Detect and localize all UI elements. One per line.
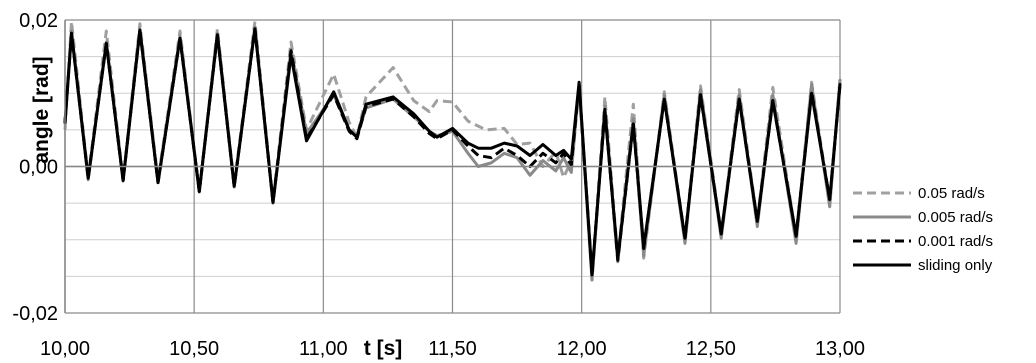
x-tick-label: 11,50 bbox=[428, 338, 477, 360]
x-axis-title: t [s] bbox=[364, 337, 403, 360]
legend-label: 0.001 rad/s bbox=[918, 233, 993, 250]
series-line-4 bbox=[63, 27, 842, 277]
x-tick-label: 10,00 bbox=[40, 338, 90, 360]
y-tick-label: 0,02 bbox=[19, 10, 58, 32]
x-tick-label: 10,50 bbox=[169, 338, 219, 360]
legend-label: sliding only bbox=[918, 257, 993, 274]
y-tick-label: 0,00 bbox=[19, 157, 58, 179]
x-tick-label: 11,00 bbox=[299, 338, 348, 360]
legend-label: 0.005 rad/s bbox=[918, 209, 993, 226]
legend: 0.05 rad/s 0.005 rad/s 0.001 rad/s sliding … bbox=[853, 185, 993, 274]
x-tick-label: 13,00 bbox=[815, 338, 865, 360]
legend-label: 0.05 rad/s bbox=[918, 185, 985, 202]
x-tick-labels: 10,00 10,50 11,00 11,50 12,00 12,50 13,00 bbox=[40, 338, 865, 360]
y-axis-title: angle [rad] bbox=[30, 56, 53, 163]
y-tick-labels: -0,02 0,00 0,02 bbox=[12, 10, 58, 325]
y-tick-label: -0,02 bbox=[12, 303, 58, 325]
x-tick-label: 12,00 bbox=[557, 338, 607, 360]
x-tick-label: 12,50 bbox=[686, 338, 736, 360]
